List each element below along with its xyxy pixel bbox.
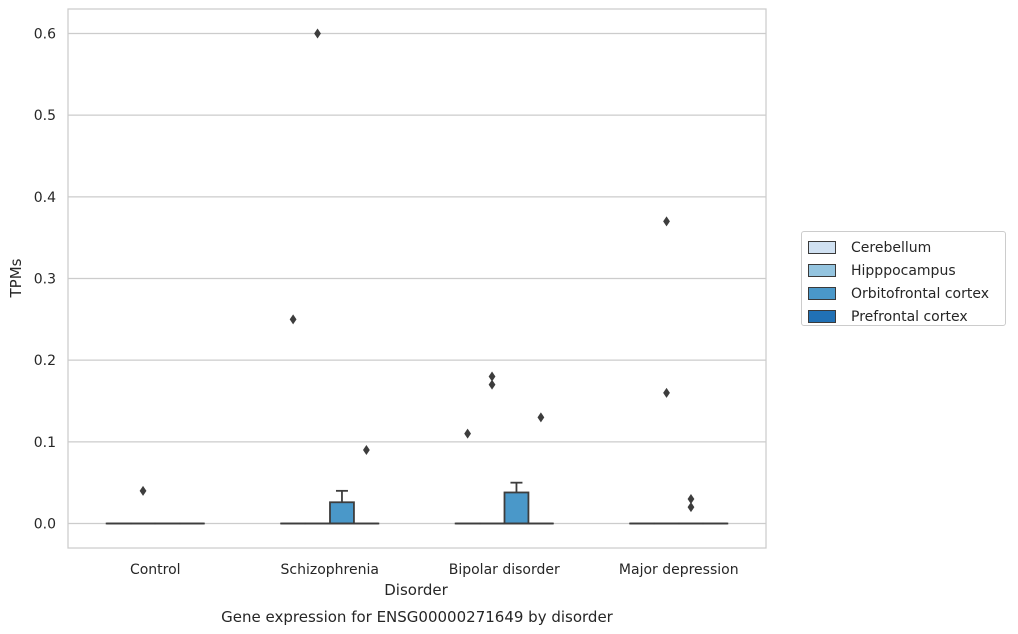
y-tick-label: 0.2	[34, 353, 56, 369]
legend-label: Prefrontal cortex	[851, 308, 968, 325]
legend-swatch	[808, 310, 836, 323]
outlier-point	[537, 412, 545, 423]
box-orbitofrontal-cortex	[503, 481, 530, 525]
x-axis-label: Disorder	[384, 581, 448, 599]
plot-frame	[67, 8, 767, 549]
y-tick-labels: 0.0 0.1 0.2 0.3 0.4 0.5 0.6	[34, 27, 56, 533]
outlier-point	[464, 428, 472, 439]
chart-caption: Gene expression for ENSG00000271649 by d…	[221, 608, 614, 626]
outlier-point	[314, 28, 321, 39]
boxes	[105, 481, 729, 525]
box-rect	[503, 491, 530, 525]
outlier-point	[488, 379, 496, 390]
box-orbitofrontal-cortex	[329, 489, 355, 525]
grid-lines	[68, 32, 766, 525]
legend-label: Cerebellum	[851, 239, 932, 256]
legend-label: Orbitofrontal cortex	[851, 285, 989, 302]
legend: Cerebellum Hipppocampus Orbitofrontal cort…	[801, 231, 1006, 326]
outlier-point	[687, 494, 695, 504]
y-tick-label: 0.3	[34, 272, 56, 288]
legend-swatch	[808, 241, 836, 254]
y-tick-label: 0.5	[34, 108, 56, 124]
outlier-point	[289, 314, 297, 325]
y-tick-label: 0.6	[34, 27, 56, 43]
y-tick-label: 0.0	[34, 517, 56, 533]
legend-item: Hipppocampus	[808, 259, 1005, 282]
x-tick-label: Control	[130, 562, 181, 578]
legend-item: Orbitofrontal cortex	[808, 282, 1005, 305]
legend-item: Prefrontal cortex	[808, 305, 1005, 328]
outlier-point	[663, 387, 670, 398]
outliers	[139, 28, 695, 513]
y-tick-label: 0.4	[34, 190, 56, 206]
y-axis-label: TPMs	[7, 258, 25, 298]
outlier-point	[139, 485, 147, 496]
x-tick-labels: Control Schizophrenia Bipolar disorder Majo…	[130, 562, 739, 578]
box-rect	[329, 501, 355, 525]
legend-swatch	[808, 264, 836, 277]
outlier-point	[488, 371, 496, 382]
x-tick-label: Major depression	[619, 562, 739, 578]
outlier-point	[663, 216, 670, 227]
legend-item: Cerebellum	[808, 236, 1005, 259]
outlier-point	[362, 445, 370, 455]
x-tick-label: Schizophrenia	[281, 562, 379, 578]
outlier-point	[687, 502, 695, 513]
y-tick-label: 0.1	[34, 435, 56, 451]
x-tick-label: Bipolar disorder	[449, 562, 560, 578]
legend-label: Hipppocampus	[851, 262, 956, 279]
legend-swatch	[808, 287, 836, 300]
